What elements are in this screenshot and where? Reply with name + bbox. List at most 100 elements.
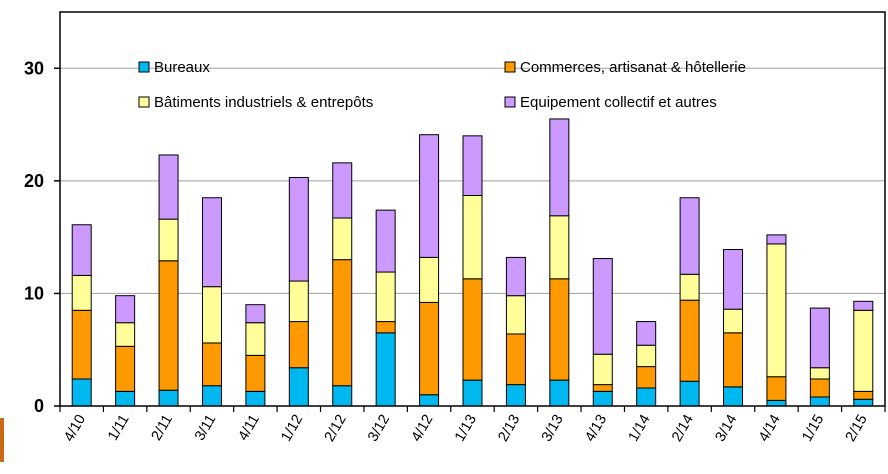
bar-segment-2-14-s1 (679, 299, 700, 382)
bar-segment-3-12-s1 (375, 321, 396, 334)
bar-segment-4-10-s0 (71, 378, 92, 407)
bar-segment-1-12-s2 (288, 280, 309, 323)
legend-label: Equipement collectif et autres (520, 94, 717, 111)
bar-segment-2-12-s2 (332, 217, 353, 261)
y-tick-label: 0 (34, 396, 44, 416)
legend-swatch (504, 96, 516, 108)
bar-segment-3-13-s1 (549, 278, 570, 381)
bar-segment-3-14-s0 (723, 386, 744, 407)
bar-segment-1-11-s3 (115, 295, 136, 324)
bar-segment-1-15-s1 (809, 378, 830, 398)
bar-segment-4-11-s2 (245, 322, 266, 356)
bar-segment-4-12-s3 (419, 134, 440, 258)
x-tick-label: 2/11 (149, 412, 176, 444)
x-tick-label: 2/13 (495, 412, 523, 444)
bar-segment-2-11-s1 (158, 260, 179, 391)
x-tick-label: 1/11 (105, 412, 132, 444)
bar-segment-3-14-s3 (723, 249, 744, 310)
bar-segment-2-12-s3 (332, 162, 353, 219)
bar-segment-1-13-s3 (462, 135, 483, 196)
bar-segment-4-11-s3 (245, 304, 266, 324)
bar-segment-3-13-s2 (549, 215, 570, 280)
bar-segment-1-11-s2 (115, 322, 136, 347)
x-tick-label: 3/13 (539, 412, 567, 444)
legend-label: Bureaux (154, 59, 210, 76)
bar-segment-3-13-s0 (549, 379, 570, 407)
bar-segment-2-15-s3 (853, 300, 874, 311)
bar-segment-3-11-s3 (201, 197, 222, 288)
bar-segment-4-14-s2 (766, 243, 787, 378)
legend-swatch (138, 61, 150, 73)
bar-segment-3-14-s2 (723, 308, 744, 334)
x-tick-label: 1/15 (799, 412, 827, 444)
x-tick-label: 3/14 (713, 412, 741, 444)
bar-segment-1-12-s1 (288, 321, 309, 369)
x-tick-label: 1/12 (278, 412, 306, 444)
bar-segment-1-15-s2 (809, 367, 830, 380)
bar-segment-3-12-s3 (375, 209, 396, 273)
bar-segment-4-10-s1 (71, 309, 92, 380)
x-tick-label: 3/12 (365, 412, 393, 444)
y-tick-label: 10 (24, 283, 44, 303)
bar-segment-2-12-s1 (332, 259, 353, 387)
bar-segment-3-12-s0 (375, 332, 396, 407)
bar-segment-4-13-s3 (592, 258, 613, 355)
bar-segment-4-14-s3 (766, 234, 787, 245)
bar-segment-2-13-s3 (505, 256, 526, 297)
bar-segment-2-15-s2 (853, 309, 874, 392)
bar-segment-2-11-s2 (158, 218, 179, 262)
bar-segment-3-14-s1 (723, 332, 744, 388)
x-tick-label: 4/12 (409, 412, 437, 444)
bar-segment-4-10-s3 (71, 224, 92, 276)
x-tick-label: 2/15 (843, 412, 871, 444)
bar-segment-2-14-s0 (679, 380, 700, 407)
bar-segment-1-15-s3 (809, 307, 830, 369)
bar-segment-2-15-s0 (853, 398, 874, 407)
x-tick-label: 4/14 (756, 412, 784, 444)
y-tick-label: 20 (24, 171, 44, 191)
bar-segment-1-15-s0 (809, 396, 830, 407)
bar-segment-2-13-s1 (505, 333, 526, 386)
bar-segment-2-14-s2 (679, 273, 700, 301)
x-tick-label: 2/14 (669, 412, 697, 444)
bar-segment-2-12-s0 (332, 385, 353, 407)
x-tick-label: 4/10 (61, 412, 89, 444)
bar-segment-3-11-s1 (201, 342, 222, 387)
bar-segment-1-12-s3 (288, 176, 309, 282)
bar-segment-4-12-s1 (419, 301, 440, 396)
edge-decoration (0, 418, 4, 462)
legend-swatch (504, 61, 516, 73)
bar-segment-4-14-s1 (766, 376, 787, 401)
bar-segment-1-11-s1 (115, 345, 136, 392)
bar-segment-1-11-s0 (115, 390, 136, 407)
bar-segment-4-14-s0 (766, 399, 787, 407)
bar-segment-1-13-s2 (462, 194, 483, 280)
x-tick-label: 2/12 (322, 412, 350, 444)
bar-segment-3-13-s3 (549, 118, 570, 217)
bar-segment-1-12-s0 (288, 367, 309, 407)
bar-segment-1-14-s3 (636, 321, 657, 346)
bar-segment-4-11-s1 (245, 354, 266, 392)
bar-segment-4-10-s2 (71, 274, 92, 311)
bar-segment-3-11-s0 (201, 385, 222, 407)
bar-segment-1-13-s1 (462, 278, 483, 381)
legend-swatch (138, 96, 150, 108)
bar-segment-4-13-s1 (592, 384, 613, 392)
bar-segment-1-14-s1 (636, 366, 657, 389)
bar-segment-4-13-s2 (592, 353, 613, 386)
bar-segment-4-11-s0 (245, 390, 266, 407)
bar-segment-1-14-s0 (636, 387, 657, 407)
plot-frame (59, 11, 886, 407)
bar-segment-2-11-s3 (158, 154, 179, 220)
bar-segment-3-12-s2 (375, 271, 396, 323)
legend-label: Commerces, artisanat & hôtellerie (520, 59, 746, 76)
bar-segment-2-11-s0 (158, 389, 179, 407)
bar-segment-2-15-s1 (853, 390, 874, 400)
bar-segment-2-14-s3 (679, 197, 700, 275)
bar-segment-1-14-s2 (636, 344, 657, 368)
x-tick-label: 4/11 (235, 412, 262, 444)
x-tick-label: 1/13 (452, 412, 480, 444)
bar-segment-4-12-s0 (419, 394, 440, 407)
